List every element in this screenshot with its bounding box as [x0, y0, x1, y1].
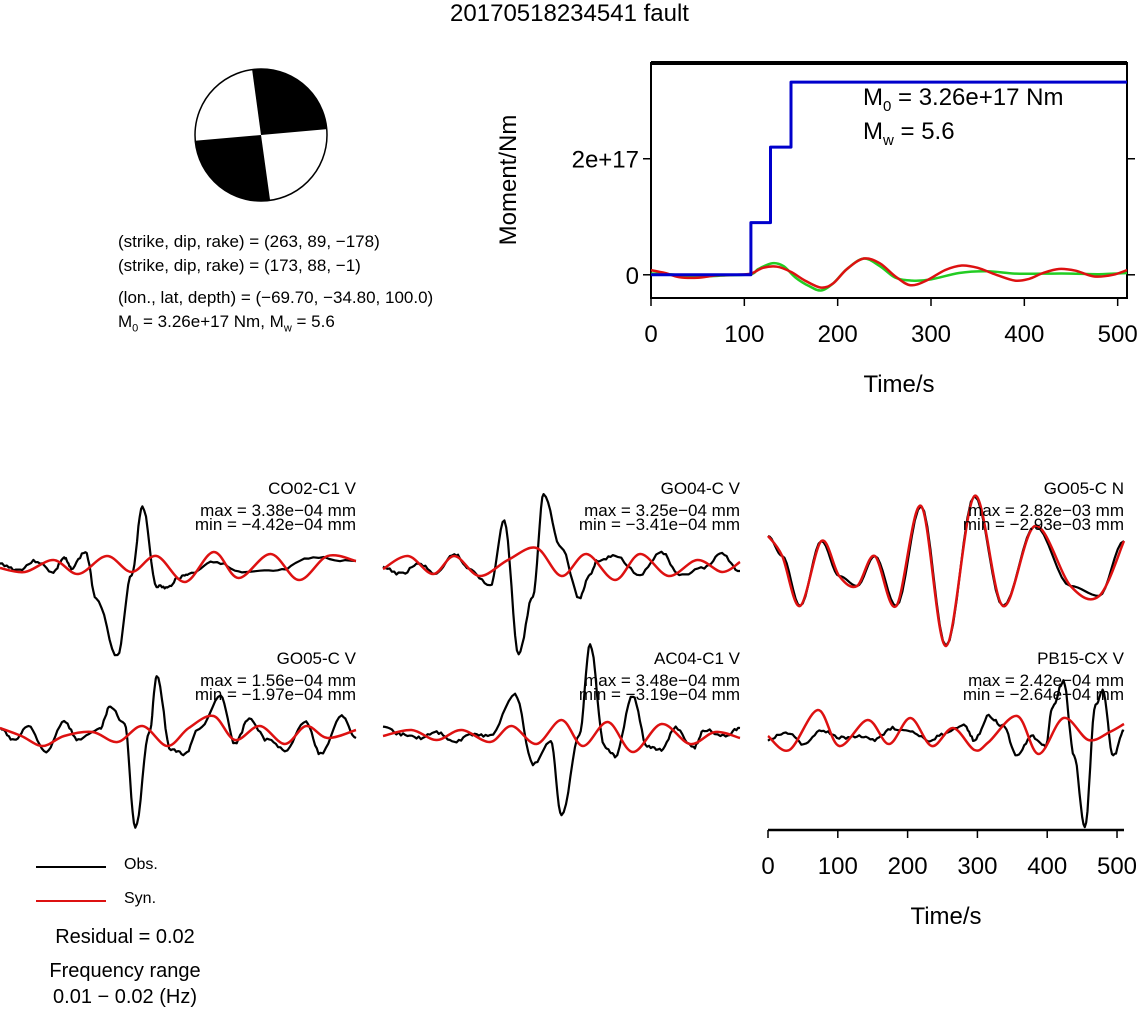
wave-x-tick-label: 200	[888, 853, 928, 880]
station-label: PB15-CX V	[1037, 649, 1125, 668]
station-label: GO05-C N	[1044, 479, 1124, 498]
location-info: (lon., lat, depth) = (−69.70, −34.80, 10…	[118, 288, 434, 307]
legend-syn-line	[36, 900, 106, 902]
moment-y-tick-label: 2e+17	[572, 147, 639, 174]
station-label: GO05-C V	[277, 649, 357, 668]
synthetic-trace	[0, 550, 357, 584]
moment-info: M0 = 3.26e+17 Nm, Mw = 5.6	[118, 312, 335, 335]
synthetic-trace	[767, 708, 1125, 756]
max-amplitude-label: max = 2.42e−04 mm	[968, 671, 1124, 690]
nodal-plane-1: (strike, dip, rake) = (263, 89, −178)	[118, 232, 380, 251]
min-amplitude-label: min = −2.93e−03 mm	[963, 515, 1124, 534]
residual-label: Residual = 0.02	[55, 926, 195, 948]
legend-obs-label: Obs.	[124, 856, 158, 873]
moment-x-tick-label: 200	[818, 321, 858, 348]
wave-x-tick-label: 400	[1027, 853, 1067, 880]
moment-x-tick-label: 100	[724, 321, 764, 348]
synthetic-trace	[382, 546, 741, 582]
page-title: 20170518234541 fault	[450, 0, 689, 27]
moment-y-tick-label: 0	[626, 263, 639, 290]
min-amplitude-label: min = −1.97e−04 mm	[195, 685, 356, 704]
wave-x-label: Time/s	[910, 903, 981, 930]
min-amplitude-label: min = −4.42e−04 mm	[195, 515, 356, 534]
frequency-title: Frequency range	[49, 960, 201, 982]
beachball-icon	[194, 68, 328, 202]
station-label: GO04-C V	[661, 479, 741, 498]
max-amplitude-label: max = 3.38e−04 mm	[200, 501, 356, 520]
mw-annotation: Mw = 5.6	[863, 118, 955, 149]
min-amplitude-label: min = −2.64e−04 mm	[963, 685, 1124, 704]
max-amplitude-label: max = 3.25e−04 mm	[584, 501, 740, 520]
min-amplitude-label: min = −3.41e−04 mm	[579, 515, 740, 534]
moment-y-label: Moment/Nm	[495, 115, 522, 246]
min-amplitude-label: min = −3.19e−04 mm	[579, 685, 740, 704]
moment-x-tick-label: 0	[644, 321, 657, 348]
wave-x-tick-label: 100	[818, 853, 858, 880]
wave-x-tick-label: 0	[761, 853, 774, 880]
wave-x-tick-label: 300	[957, 853, 997, 880]
max-amplitude-label: max = 1.56e−04 mm	[200, 671, 356, 690]
moment-series-line	[651, 80, 1127, 277]
moment-x-tick-label: 500	[1098, 321, 1138, 348]
observed-trace	[767, 679, 1125, 829]
moment-x-tick-label: 400	[1004, 321, 1044, 348]
station-label: CO02-C1 V	[268, 479, 357, 498]
station-label: AC04-C1 V	[654, 649, 741, 668]
observed-trace	[382, 643, 741, 817]
observed-trace	[0, 505, 357, 657]
m0-annotation: M0 = 3.26e+17 Nm	[863, 84, 1064, 115]
legend-obs-line	[36, 866, 106, 868]
max-amplitude-label: max = 3.48e−04 mm	[584, 671, 740, 690]
frequency-value: 0.01 − 0.02 (Hz)	[53, 986, 197, 1008]
max-amplitude-label: max = 2.82e−03 mm	[968, 501, 1124, 520]
synthetic-trace	[382, 718, 741, 754]
moment-chart: 0 100 200 300 400 500 0 2e+17 Time/s Moment/Nm	[495, 61, 1138, 398]
observed-trace	[0, 675, 357, 829]
moment-x-label: Time/s	[863, 371, 934, 398]
synthetic-trace	[766, 494, 1126, 648]
wave-x-tick-label: 500	[1097, 853, 1137, 880]
nodal-plane-2: (strike, dip, rake) = (173, 88, −1)	[118, 256, 361, 275]
moment-x-tick-label: 300	[911, 321, 951, 348]
synthetic-trace	[0, 714, 357, 748]
legend-syn-label: Syn.	[124, 890, 157, 907]
